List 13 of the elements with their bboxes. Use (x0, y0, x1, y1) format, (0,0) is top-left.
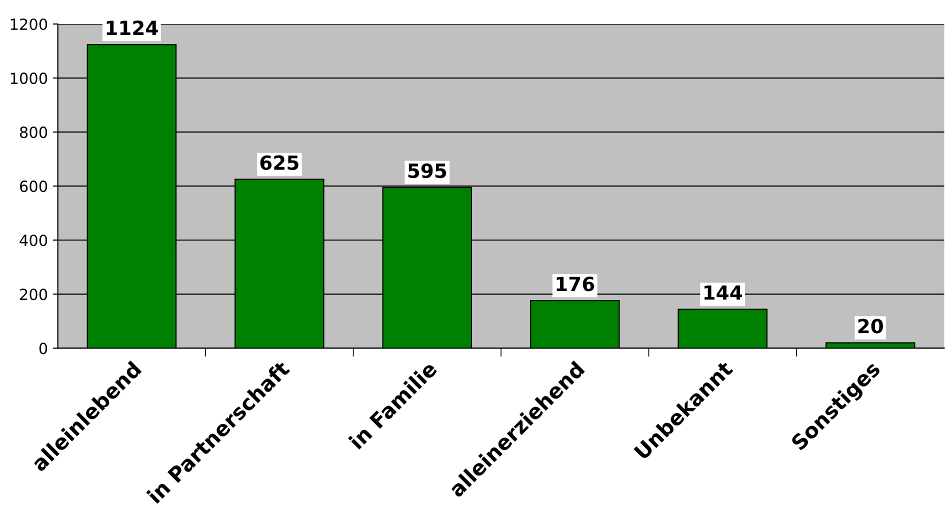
y-tick-label: 0 (39, 342, 48, 354)
data-label: 1124 (106, 20, 158, 35)
y-tick-label: 200 (20, 288, 48, 300)
data-label: 20 (858, 318, 883, 334)
y-tick-label: 600 (20, 180, 48, 192)
y-tick-label: 800 (20, 126, 48, 138)
data-label: 144 (704, 286, 742, 300)
y-tick-label: 1200 (10, 18, 48, 30)
data-label: 176 (556, 276, 594, 292)
data-label: 595 (408, 163, 446, 178)
y-tick-label: 1000 (10, 72, 48, 84)
data-label: 625 (260, 155, 298, 170)
y-tick-label: 400 (20, 234, 48, 246)
